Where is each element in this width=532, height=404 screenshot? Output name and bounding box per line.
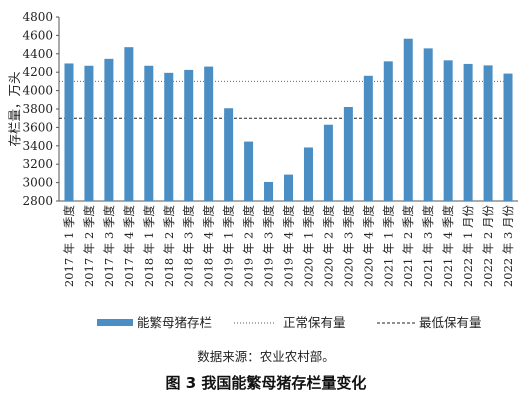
bar	[124, 47, 134, 202]
y-tick-label: 3800	[22, 102, 53, 116]
bar	[244, 141, 254, 201]
x-tick-label: 2018 年 4 季度	[202, 205, 216, 288]
x-tick-label: 2020 年 3 季度	[341, 205, 355, 288]
source-note: 数据来源：农业农村部。	[197, 349, 335, 364]
y-tick-label: 3200	[22, 157, 53, 171]
figure-caption: 图 3 我国能繁母猪存栏量变化	[166, 374, 367, 392]
bar	[503, 73, 513, 201]
y-tick-label: 2800	[22, 194, 53, 208]
bar	[463, 63, 473, 201]
x-tick-label: 2019 年 2 季度	[242, 205, 256, 288]
x-tick-label: 2019 年 4 季度	[282, 205, 296, 288]
x-tick-label: 2021 年 4 季度	[441, 205, 455, 288]
bar	[483, 65, 493, 201]
x-tick-label: 2021 年 2 季度	[401, 205, 415, 288]
x-tick-label: 2020 年 1 季度	[301, 205, 315, 288]
y-axis-label: 存栏量，万头	[7, 71, 22, 146]
y-tick-label: 3400	[22, 139, 53, 153]
legend: 能繁母猪存栏 正常保有量 最低保有量	[97, 315, 482, 330]
y-tick-label: 4000	[22, 84, 53, 98]
legend-label-min: 最低保有量	[419, 315, 482, 330]
bar	[363, 75, 373, 201]
bar	[204, 66, 214, 201]
x-tick-labels: 2017 年 1 季度 2017 年 2 季度 2017 年 3 季度 2017 年 …	[62, 205, 515, 288]
y-axis-label-group: 存栏量，万头	[7, 71, 22, 146]
x-tick-label: 2020 年 2 季度	[321, 205, 335, 288]
y-tick-label: 4200	[22, 65, 53, 79]
y-tick-label: 4400	[22, 47, 53, 61]
bar	[264, 181, 274, 201]
y-tick-label: 3000	[22, 176, 53, 190]
bar	[403, 38, 413, 202]
x-tick-label: 2021 年 1 季度	[381, 205, 395, 288]
bar	[164, 72, 174, 201]
bar	[224, 108, 234, 201]
bar	[383, 61, 393, 202]
bar	[144, 65, 154, 201]
y-tick-label: 3600	[22, 120, 53, 134]
bar	[64, 63, 74, 202]
x-tick-label: 2019 年 3 季度	[262, 205, 276, 288]
legend-label-bar: 能繁母猪存栏	[137, 315, 212, 330]
legend-swatch-bar	[97, 319, 133, 326]
y-tick-labels: 2800 3000 3200 3400 3600 3800 4000 4200 4400 4600…	[22, 10, 59, 208]
x-tick-label: 2018 年 2 季度	[162, 205, 176, 288]
bar	[284, 174, 293, 201]
bar	[303, 147, 313, 201]
bar	[84, 65, 94, 201]
x-tick-label: 2021 年 3 季度	[421, 205, 435, 288]
bar	[323, 124, 333, 201]
bars	[64, 38, 513, 202]
bar	[184, 69, 194, 202]
x-tick-label: 2017 年 1 季度	[62, 205, 76, 288]
x-tick-label: 2017 年 3 季度	[102, 205, 116, 288]
bar	[343, 106, 353, 201]
y-tick-label: 4600	[22, 28, 53, 42]
bar	[443, 60, 453, 201]
x-tick-label: 2017 年 2 季度	[82, 205, 96, 288]
x-tick-label: 2022 年 2 月份	[481, 205, 495, 288]
x-tick-label: 2018 年 3 季度	[182, 205, 196, 288]
x-tick-label: 2019 年 1 季度	[222, 205, 236, 288]
x-tick-label: 2017 年 4 季度	[122, 205, 136, 288]
y-tick-label: 4800	[22, 10, 53, 24]
x-tick-label: 2022 年 3 月份	[501, 205, 515, 288]
legend-label-normal: 正常保有量	[283, 315, 346, 330]
x-tick-label: 2018 年 1 季度	[142, 205, 156, 288]
bar	[104, 58, 114, 201]
x-tick-label: 2022 年 1 月份	[461, 205, 475, 288]
x-tick-label: 2020 年 4 季度	[361, 205, 375, 288]
bar	[423, 48, 433, 202]
